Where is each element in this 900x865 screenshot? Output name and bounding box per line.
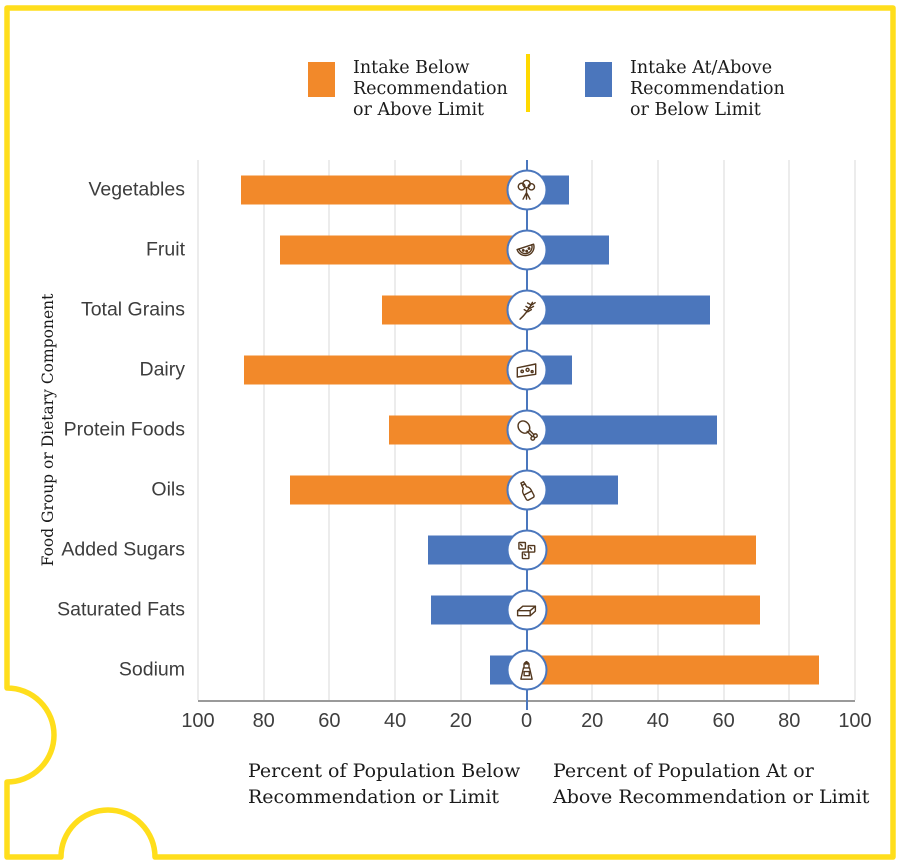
gridline [263,160,265,700]
cheese-icon [506,349,547,391]
category-label-sodium: Sodium [118,658,185,681]
legend-swatch-blue [585,62,612,97]
chart-row-fruit: Fruit [146,220,855,280]
x-tick-label: 20 [449,710,472,732]
orange-bar-left-fruit [280,235,527,265]
chart-row-saturated-fats: Saturated Fats [57,580,855,640]
legend-label-at-above-recommendation: Intake At/Above Recommendation or Below … [630,58,785,121]
sugar-cubes-icon [506,529,547,571]
x-axis-caption-right: Percent of Population At or Above Recomm… [553,758,869,810]
legend-label-line: Recommendation [353,79,508,99]
x-tick-label: 0 [520,710,533,732]
x-tick-label: 60 [712,710,735,732]
legend-label-line: Recommendation [630,79,785,99]
orange-bar-left-total-grains [381,295,527,325]
gridline [788,160,790,700]
chart-row-total-grains: Total Grains [81,280,855,340]
x-tick-label: 40 [646,710,670,732]
gridline [197,160,199,700]
broccoli-icon [506,169,547,211]
butter-icon [506,589,547,631]
x-tick-label: 40 [383,710,407,732]
legend-item-at-above-recommendation: Intake At/Above Recommendation or Below … [585,58,785,121]
category-label-dairy: Dairy [139,358,185,381]
legend-swatch-orange [308,62,335,97]
orange-bar-right-saturated-fats [526,595,760,625]
category-label-protein-foods: Protein Foods [63,418,185,441]
drumstick-icon [506,409,547,451]
legend-label-below-recommendation: Intake Below Recommendation or Above Lim… [353,58,508,121]
x-tick-label: 100 [181,710,215,732]
caption-line: Above Recommendation or Limit [553,786,870,808]
chart-row-vegetables: Vegetables [88,160,855,220]
x-axis-caption-left: Percent of Population Below Recommendati… [248,758,520,810]
orange-bar-left-dairy [244,355,527,385]
chart-row-dairy: Dairy [139,340,855,400]
legend-label-line: Intake At/Above [630,58,773,78]
legend-item-below-recommendation: Intake Below Recommendation or Above Lim… [308,58,508,121]
legend-divider [526,54,530,112]
blue-bar-right-protein-foods [526,415,718,445]
wheat-icon [506,289,547,331]
chart-row-added-sugars: Added Sugars [61,520,855,580]
gridline [328,160,330,700]
category-label-saturated-fats: Saturated Fats [57,598,185,621]
caption-line: Percent of Population Below [248,760,521,782]
legend-label-line: or Above Limit [353,100,485,120]
orange-bar-right-added-sugars [526,535,757,565]
x-tick-label: 100 [838,710,872,732]
salt-shaker-icon [506,649,547,691]
legend-label-line: Intake Below [353,58,470,78]
x-tick-label: 80 [252,710,275,732]
blue-bar-right-total-grains [526,295,711,325]
chart-row-oils: Oils [151,460,855,520]
gridline [723,160,725,700]
category-label-oils: Oils [151,478,185,501]
plot-area: 100 80 60 40 20 0 20 40 60 80 100 Vegetables Fruit To… [57,160,872,732]
category-label-added-sugars: Added Sugars [61,538,185,561]
y-axis-title: Food Group or Dietary Component [39,293,57,567]
category-label-fruit: Fruit [146,238,185,261]
caption-line: Recommendation or Limit [248,786,500,808]
category-label-vegetables: Vegetables [88,178,185,201]
chart-row-protein-foods: Protein Foods [64,400,855,460]
x-tick-label: 80 [778,710,801,732]
oil-bottle-icon [506,469,547,511]
orange-bar-left-vegetables [240,175,527,205]
chart-row-sodium: Sodium [119,640,855,700]
watermelon-icon [506,229,547,271]
x-tick-label: 60 [318,710,341,732]
gridline [854,160,856,700]
orange-bar-right-sodium [526,655,819,685]
legend-label-line: or Below Limit [630,100,761,120]
category-label-total-grains: Total Grains [80,298,185,321]
orange-bar-left-oils [289,475,527,505]
x-tick-label: 20 [581,710,604,732]
caption-line: Percent of Population At or [553,760,814,782]
